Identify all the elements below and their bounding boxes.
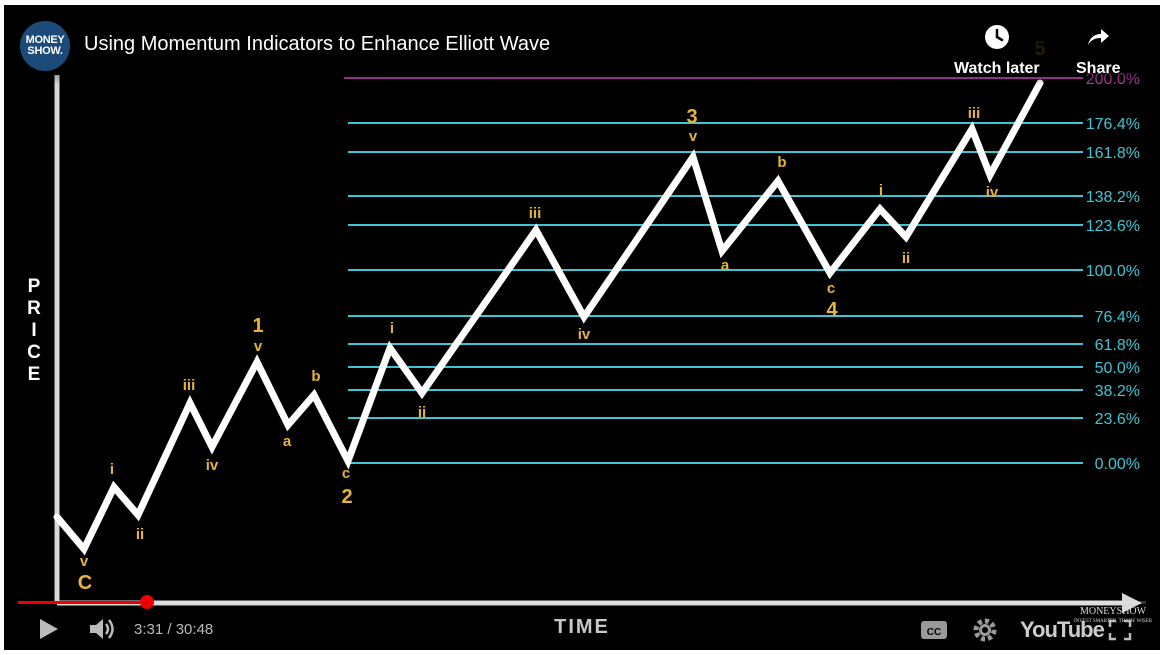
- watch-later-button[interactable]: Watch later: [954, 23, 1040, 78]
- progress-bar[interactable]: [18, 595, 1146, 609]
- minor-wave-label: iii: [529, 205, 542, 222]
- watermark-line1: MONEYSHOW: [1079, 606, 1147, 617]
- share-button[interactable]: Share: [1076, 23, 1120, 78]
- minor-wave-label: v: [254, 338, 263, 355]
- major-wave-label: 4: [826, 299, 838, 321]
- youtube-logo[interactable]: YouTube: [1020, 617, 1105, 642]
- price-axis-letter: R: [27, 298, 41, 319]
- major-wave-label: 1: [252, 315, 263, 337]
- fib-level-label: 61.8%: [1095, 337, 1140, 354]
- current-time: 3:31: [134, 621, 164, 638]
- minor-wave-label: ii: [902, 250, 910, 267]
- time-axis-label: TIME: [554, 616, 610, 638]
- minor-wave-label: iv: [206, 457, 219, 474]
- captions-icon[interactable]: CC: [920, 619, 948, 641]
- minor-wave-label: i: [110, 461, 114, 478]
- fib-level-label: 123.6%: [1086, 218, 1140, 235]
- fib-level-label: 76.4%: [1095, 309, 1140, 326]
- fibonacci-levels: 200.0%176.4%161.8%138.2%123.6%100.0%76.4…: [344, 71, 1140, 473]
- fib-level-label: 161.8%: [1086, 145, 1140, 162]
- major-wave-label: C: [78, 572, 92, 594]
- share-label: Share: [1076, 60, 1121, 77]
- fib-level-label: 23.6%: [1095, 411, 1140, 428]
- share-arrow-icon: [1088, 29, 1110, 45]
- fib-level-label: 100.0%: [1086, 263, 1140, 280]
- minor-wave-label: a: [721, 257, 730, 274]
- video-top-bar: MONEY SHOW. Using Momentum Indicators to…: [4, 5, 1160, 85]
- fib-level-label: 138.2%: [1086, 189, 1140, 206]
- minor-wave-label: i: [390, 320, 394, 337]
- duration: 30:48: [175, 621, 214, 638]
- minor-wave-label: iii: [968, 105, 981, 122]
- minor-wave-label: c: [342, 465, 350, 482]
- player-controls: 3:31 / 30:48 CC YouTube MONEYSHOW INVEST…: [4, 595, 1160, 650]
- wave-path: [53, 79, 1044, 556]
- channel-avatar[interactable]: MONEY SHOW.: [20, 21, 70, 71]
- video-title[interactable]: Using Momentum Indicators to Enhance Ell…: [84, 33, 551, 55]
- minor-wave-label: v: [689, 128, 698, 145]
- minor-wave-label: ii: [136, 526, 144, 543]
- minor-wave-label: b: [311, 368, 320, 385]
- play-icon[interactable]: [38, 617, 60, 641]
- gear-icon[interactable]: [972, 617, 998, 643]
- volume-icon[interactable]: [88, 617, 116, 641]
- fib-level-label: 176.4%: [1086, 116, 1140, 133]
- minor-wave-label: iv: [986, 184, 999, 201]
- watch-later-label: Watch later: [954, 60, 1040, 77]
- wave-labels: vCiiiiiiiv1vabc2iiiiiiiv3vabc4iiiiiiiv5: [78, 38, 1046, 594]
- channel-logo-line2: SHOW.: [27, 45, 63, 57]
- progress-scrubber[interactable]: [139, 595, 154, 609]
- price-axis-letter: C: [27, 342, 41, 363]
- fib-level-label: 0.00%: [1095, 456, 1140, 473]
- channel-logo-line1: MONEY: [25, 34, 65, 46]
- major-wave-label: 2: [341, 486, 352, 508]
- minor-wave-label: iv: [578, 326, 591, 343]
- fib-level-label: 50.0%: [1095, 360, 1140, 377]
- minor-wave-label: i: [879, 182, 883, 199]
- clock-icon: [984, 25, 1009, 49]
- minor-wave-label: v: [80, 553, 89, 570]
- major-wave-label: 3: [686, 106, 697, 128]
- elliott-wave-diagram: 200.0%176.4%161.8%138.2%123.6%100.0%76.4…: [27, 38, 1142, 638]
- x-axis-arrowhead: [1122, 593, 1142, 613]
- time-separator: /: [163, 621, 176, 638]
- time-display: 3:31 / 30:48: [134, 621, 213, 638]
- price-axis-letter: E: [28, 364, 41, 385]
- progress-played: [18, 601, 147, 604]
- minor-wave-label: a: [283, 433, 292, 450]
- minor-wave-label: iii: [183, 377, 196, 394]
- minor-wave-label: ii: [418, 404, 426, 421]
- price-axis-letter: P: [28, 276, 41, 297]
- fib-level-label: 38.2%: [1095, 383, 1140, 400]
- video-player[interactable]: 200.0%176.4%161.8%138.2%123.6%100.0%76.4…: [4, 5, 1160, 650]
- svg-text:CC: CC: [927, 627, 941, 638]
- fullscreen-icon[interactable]: [1108, 619, 1132, 641]
- minor-wave-label: b: [777, 154, 786, 171]
- minor-wave-label: c: [827, 280, 835, 297]
- price-axis-letter: I: [31, 320, 36, 341]
